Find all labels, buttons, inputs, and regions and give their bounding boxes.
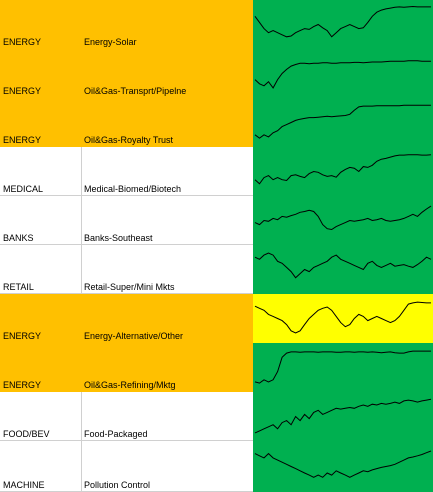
sparkline-cell xyxy=(253,392,433,441)
table-row: BANKS Banks-Southeast xyxy=(0,196,433,245)
industry-cell: Energy-Alternative/Other xyxy=(81,294,253,343)
industry-cell: Pollution Control xyxy=(81,441,253,492)
sparkline-cell xyxy=(253,98,433,147)
row-divider xyxy=(0,195,253,196)
sparkline-line xyxy=(254,5,431,38)
sector-cell: RETAIL xyxy=(0,245,81,294)
sparkline-chart xyxy=(254,450,432,478)
sector-cell: ENERGY xyxy=(0,343,81,392)
sector-cell: MACHINE xyxy=(0,441,81,492)
column-divider xyxy=(81,392,82,441)
sparkline-line xyxy=(254,205,432,231)
table-row: ENERGY Oil&Gas-Transprt/Pipelne xyxy=(0,49,433,98)
sparkline-chart xyxy=(254,60,431,89)
sparkline-chart xyxy=(254,301,431,334)
industry-cell: Oil&Gas-Refining/Mktg xyxy=(81,343,253,392)
sparkline-chart xyxy=(254,205,432,231)
industry-cell: Banks-Southeast xyxy=(81,196,253,245)
sparkline-chart xyxy=(254,104,431,139)
sparkline-line xyxy=(254,252,432,279)
sparkline-cell xyxy=(253,294,433,343)
sector-cell: ENERGY xyxy=(0,49,81,98)
sparkline-cell xyxy=(253,441,433,492)
sparkline-cell xyxy=(253,49,433,98)
sparkline-line xyxy=(254,154,432,185)
table-row: ENERGY Energy-Solar xyxy=(0,0,433,49)
sparkline-cell xyxy=(253,0,433,49)
table-row: ENERGY Oil&Gas-Refining/Mktg xyxy=(0,343,433,392)
row-divider xyxy=(0,293,253,294)
sector-cell: MEDICAL xyxy=(0,147,81,196)
sector-cell: ENERGY xyxy=(0,294,81,343)
column-divider xyxy=(81,196,82,245)
column-divider xyxy=(81,147,82,196)
sparkline-line xyxy=(254,301,431,334)
sparkline-cell xyxy=(253,196,433,245)
sparkline-line xyxy=(254,350,431,384)
sparkline-chart xyxy=(254,398,432,434)
sector-cell: ENERGY xyxy=(0,0,81,49)
industry-cell: Food-Packaged xyxy=(81,392,253,441)
sector-cell: BANKS xyxy=(0,196,81,245)
sparkline-line xyxy=(254,60,431,89)
industry-cell: Retail-Super/Mini Mkts xyxy=(81,245,253,294)
sparkline-line xyxy=(254,398,432,434)
sparkline-cell xyxy=(253,147,433,196)
table-row: RETAIL Retail-Super/Mini Mkts xyxy=(0,245,433,294)
sparkline-chart xyxy=(254,154,432,185)
sparkline-line xyxy=(254,104,431,139)
table-row: ENERGY Energy-Alternative/Other xyxy=(0,294,433,343)
row-divider xyxy=(0,440,253,441)
table-row: MEDICAL Medical-Biomed/Biotech xyxy=(0,147,433,196)
industry-cell: Oil&Gas-Transprt/Pipelne xyxy=(81,49,253,98)
sector-cell: FOOD/BEV xyxy=(0,392,81,441)
table-row: ENERGY Oil&Gas-Royalty Trust xyxy=(0,98,433,147)
sector-cell: ENERGY xyxy=(0,98,81,147)
row-divider xyxy=(0,244,253,245)
column-divider xyxy=(81,441,82,492)
sparkline-chart xyxy=(254,252,432,279)
industry-cell: Oil&Gas-Royalty Trust xyxy=(81,98,253,147)
industry-cell: Energy-Solar xyxy=(81,0,253,49)
sparkline-chart xyxy=(254,350,431,384)
sparkline-line xyxy=(254,450,432,478)
sparkline-cell xyxy=(253,343,433,392)
industry-cell: Medical-Biomed/Biotech xyxy=(81,147,253,196)
table-row: MACHINE Pollution Control xyxy=(0,441,433,492)
sparkline-chart xyxy=(254,5,431,38)
column-divider xyxy=(81,245,82,294)
sparkline-cell xyxy=(253,245,433,294)
table-row: FOOD/BEV Food-Packaged xyxy=(0,392,433,441)
